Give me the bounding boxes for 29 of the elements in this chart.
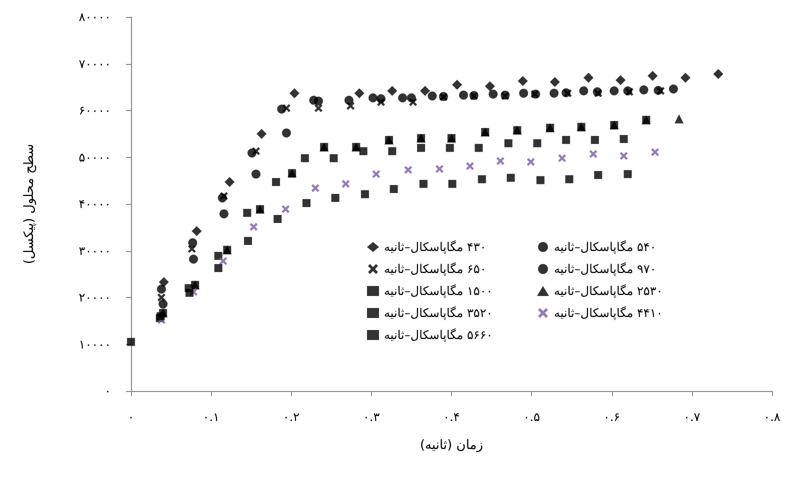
x-axis-title: زمان (ثانیه)	[420, 438, 484, 453]
legend-label: ۴۳۰ مگاپاسکال–ثانیه	[384, 240, 486, 254]
legend-label: ۴۴۱۰ مگاپاسکال–ثانیه	[554, 306, 663, 320]
x-tick-label: ۰.۷	[684, 410, 701, 424]
legend-label: ۳۵۲۰ مگاپاسکال–ثانیه	[384, 306, 493, 320]
x-tick-label: ۰.۳	[363, 410, 380, 424]
y-tick-label: ۲۰۰۰۰	[78, 290, 111, 304]
legend-label: ۶۵۰ مگاپاسکال–ثانیه	[384, 262, 486, 276]
legend-label: ۱۵۰۰ مگاپاسکال–ثانیه	[384, 284, 493, 298]
y-axis-title: سطح محلول (پیکسل)	[22, 144, 37, 264]
x-tick-label: ۰.۶	[603, 410, 620, 424]
y-tick-label: ۷۰۰۰۰	[78, 56, 111, 71]
y-tick-label: ۵۰۰۰۰	[78, 150, 111, 164]
y-tick-label: ۸۰۰۰۰	[78, 10, 111, 24]
x-tick-label: ۰.۸	[764, 410, 781, 424]
y-tick-label: ۰	[104, 384, 111, 398]
x-tick-label: ۰	[128, 410, 134, 424]
y-tick-label: ۱۰۰۰۰	[78, 337, 111, 352]
legend-label: ۵۶۶۰ مگاپاسکال–ثانیه	[384, 328, 493, 342]
x-tick-label: ۰.۲	[282, 410, 300, 424]
y-tick-label: ۴۰۰۰۰	[78, 197, 111, 211]
y-tick-label: ۳۰۰۰۰	[78, 244, 111, 258]
legend-label: ۲۵۳۰ مگاپاسکال–ثانیه	[554, 284, 663, 298]
y-tick-label: ۶۰۰۰۰	[78, 104, 111, 118]
legend-label: ۵۴۰ مگاپاسکال–ثانیه	[554, 240, 656, 254]
x-tick-label: ۰.۱	[202, 410, 220, 424]
x-tick-label: ۰.۵	[523, 410, 540, 424]
x-tick-label: ۰.۴	[443, 410, 460, 424]
legend-label: ۹۷۰ مگاپاسکال–ثانیه	[554, 262, 656, 276]
